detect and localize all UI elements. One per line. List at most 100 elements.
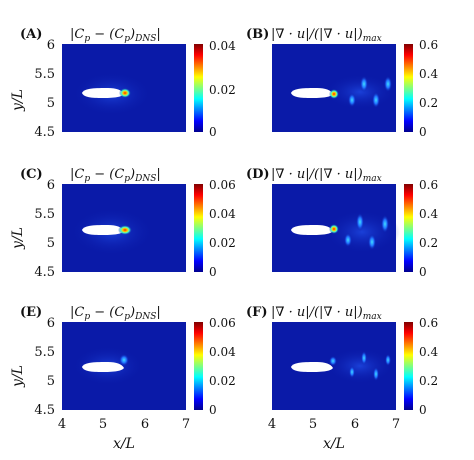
panel-d-colorbar (404, 184, 413, 272)
panel-f-vortex (373, 367, 379, 381)
y-axis-label: y/L (10, 89, 26, 112)
panel-b-vortex (348, 93, 356, 107)
panel-e-colorbar (194, 322, 203, 410)
panel-a-hotspot (119, 88, 131, 98)
panel-a-body (82, 88, 124, 98)
y-tick-label: 5 (47, 236, 55, 251)
panel-f-tag: (F) (246, 305, 268, 320)
panel-a-cbar-tick-0: 0 (209, 125, 217, 139)
y-tick-label: 6 (47, 38, 55, 53)
panel-c-cbar-tick-0: 0 (209, 265, 217, 279)
panel-e-cbar-tick-2: 0.04 (209, 345, 236, 359)
y-tick-label: 6 (47, 178, 55, 193)
panel-a-colorbar (194, 44, 203, 132)
panel-b-cbar-tick-2: 0.4 (419, 67, 438, 81)
panel-f-cbar-tick-2: 0.4 (419, 345, 438, 359)
y-tick-label: 4.5 (34, 125, 55, 140)
panel-a-tag: (A) (20, 27, 42, 42)
panel-a-cbar-tick-1: 0.02 (209, 83, 236, 97)
panel-e-body (82, 362, 124, 372)
panel-d-cbar-tick-0: 0 (419, 265, 427, 279)
panel-b-colorbar (404, 44, 413, 132)
y-tick-label: 5.5 (34, 67, 55, 82)
panel-d-tag: (D) (246, 167, 270, 182)
panel-f-title: |∇ · u|/(|∇ · u|)max (271, 305, 382, 322)
panel-d-body (291, 225, 333, 235)
x-tick-label: 6 (351, 417, 359, 432)
panel-e: (E) |Cp − (Cp)DNS| 0 0.02 0.04 0.06 (20, 305, 236, 417)
panel-c: (C) |Cp − (Cp)DNS| 0 0.02 0.04 0.06 (20, 167, 236, 279)
x-tick-label: 6 (141, 417, 149, 432)
panel-c-tag: (C) (20, 167, 43, 182)
x-axis-label: x/L (113, 436, 135, 452)
panel-e-cbar-tick-0: 0 (209, 403, 217, 417)
panel-d-cbar-tick-1: 0.2 (419, 236, 438, 250)
x-tick-label: 4 (268, 417, 276, 432)
panel-d-vortex (381, 215, 389, 233)
panel-c-cbar-tick-1: 0.02 (209, 236, 236, 250)
panel-d-cbar-tick-2: 0.4 (419, 207, 438, 221)
panel-c-cbar-tick-3: 0.06 (209, 178, 236, 192)
panel-f-body (291, 362, 333, 372)
x-axis-left: 4 5 6 7 x/L (58, 417, 190, 452)
panel-d-vortex (344, 233, 352, 247)
y-axis-row-1: 4.5 5 5.5 6 y/L (10, 38, 55, 140)
panel-b-title: |∇ · u|/(|∇ · u|)max (271, 27, 382, 44)
y-tick-label: 6 (47, 316, 55, 331)
panel-c-colorbar (194, 184, 203, 272)
panel-c-body (82, 225, 124, 235)
panel-b-cbar-tick-3: 0.6 (419, 38, 438, 52)
y-axis-label: y/L (10, 365, 26, 388)
x-tick-label: 5 (99, 417, 107, 432)
panel-b: (B) |∇ · u|/(|∇ · u|)max 0 0.2 0.4 0.6 (246, 27, 438, 139)
panel-f-vortex (385, 354, 391, 366)
panel-d-cbar-tick-3: 0.6 (419, 178, 438, 192)
panel-f-vortex (349, 366, 355, 378)
panel-d-wake-glow (324, 210, 400, 254)
panel-b-cbar-tick-0: 0 (419, 125, 427, 139)
y-tick-label: 4.5 (34, 403, 55, 418)
panel-c-hotspot (118, 225, 132, 235)
panel-e-tag: (E) (20, 305, 42, 320)
panel-f: (F) |∇ · u|/(|∇ · u|)max 0 0.2 0.4 0.6 (246, 305, 438, 417)
panel-b-body (291, 88, 333, 98)
panel-a: (A) |Cp − (Cp)DNS| 0 0.02 0.04 (20, 27, 236, 139)
x-axis-right: 4 5 6 7 x/L (268, 417, 400, 452)
x-tick-label: 7 (182, 417, 190, 432)
panel-c-title: |Cp − (Cp)DNS| (70, 167, 161, 184)
y-tick-label: 5 (47, 96, 55, 111)
y-tick-label: 5.5 (34, 345, 55, 360)
panel-a-title: |Cp − (Cp)DNS| (70, 27, 161, 44)
panel-d-vortex (356, 213, 364, 231)
panel-f-hotspot (329, 356, 337, 366)
x-tick-label: 5 (309, 417, 317, 432)
x-tick-label: 4 (58, 417, 66, 432)
panel-b-vortex (372, 92, 380, 108)
panel-a-cbar-tick-2: 0.04 (209, 39, 236, 53)
y-axis-label: y/L (10, 227, 26, 250)
panel-f-vortex (361, 351, 367, 365)
panel-e-cbar-tick-1: 0.02 (209, 374, 236, 388)
x-axis-label: x/L (323, 436, 345, 452)
panel-b-tag: (B) (246, 27, 269, 42)
panel-b-vortex (360, 76, 368, 92)
x-tick-label: 7 (392, 417, 400, 432)
panel-d-title: |∇ · u|/(|∇ · u|)max (271, 167, 382, 184)
panel-f-wake-glow (326, 348, 394, 384)
panel-d-vortex (368, 234, 376, 250)
panel-f-cbar-tick-0: 0 (419, 403, 427, 417)
y-axis-row-2: 4.5 5 5.5 6 y/L (10, 178, 55, 280)
y-axis-row-3: 4.5 5 5.5 6 y/L (10, 316, 55, 418)
panel-b-vortex (384, 76, 392, 92)
panel-e-title: |Cp − (Cp)DNS| (70, 305, 161, 322)
panel-e-cbar-tick-3: 0.06 (209, 316, 236, 330)
panel-f-cbar-tick-3: 0.6 (419, 316, 438, 330)
panel-b-cbar-tick-1: 0.2 (419, 96, 438, 110)
panel-b-hotspot (329, 89, 339, 99)
panel-f-cbar-tick-1: 0.2 (419, 374, 438, 388)
panel-d-hotspot (329, 224, 339, 234)
y-tick-label: 5 (47, 374, 55, 389)
panel-c-cbar-tick-2: 0.04 (209, 207, 236, 221)
y-tick-label: 5.5 (34, 207, 55, 222)
